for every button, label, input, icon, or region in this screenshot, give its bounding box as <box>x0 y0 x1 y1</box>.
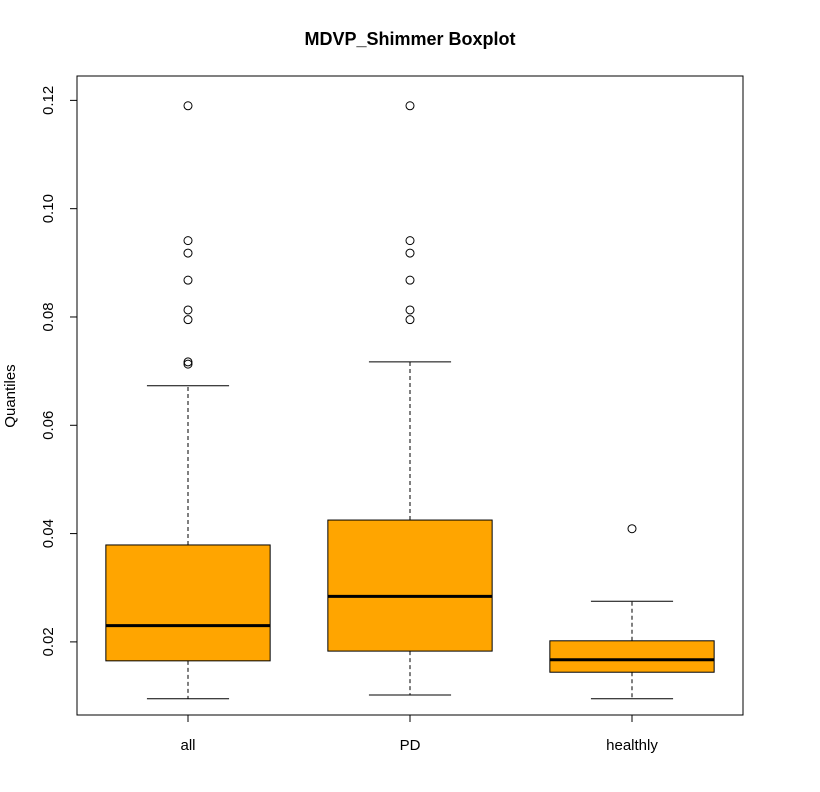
y-axis-label: Quantiles <box>2 364 19 427</box>
iqr-box <box>549 640 715 673</box>
outlier-point <box>627 524 637 534</box>
x-tick-label: all <box>180 737 195 754</box>
x-tick-label: healthly <box>606 737 658 754</box>
y-tick-label: 0.04 <box>40 519 57 548</box>
outlier-point <box>183 305 193 315</box>
outlier-point <box>183 236 193 246</box>
outlier-point <box>405 101 415 111</box>
boxes-group <box>105 101 715 700</box>
y-tick-label: 0.10 <box>40 194 57 223</box>
outlier-point <box>183 248 193 258</box>
outlier-point <box>405 275 415 285</box>
x-tick-label: PD <box>400 737 421 754</box>
outlier-point <box>405 315 415 325</box>
y-tick-label: 0.08 <box>40 302 57 331</box>
outlier-point <box>183 101 193 111</box>
box-healthly <box>549 524 715 700</box>
outlier-point <box>405 305 415 315</box>
iqr-box <box>105 544 271 662</box>
y-axis: 0.02 0.04 0.06 0.08 0.10 0.12 <box>40 86 78 656</box>
outlier-point <box>405 248 415 258</box>
y-tick-label: 0.06 <box>40 411 57 440</box>
chart-title: MDVP_Shimmer Boxplot <box>304 29 515 49</box>
box-all <box>105 101 271 700</box>
box-PD <box>327 101 493 696</box>
outlier-point <box>183 357 193 367</box>
iqr-box <box>327 519 493 652</box>
x-axis: all PD healthly <box>180 714 658 754</box>
y-tick-label: 0.12 <box>40 86 57 115</box>
outlier-point <box>405 236 415 246</box>
outlier-point <box>183 275 193 285</box>
outlier-point <box>183 359 193 369</box>
y-tick-label: 0.02 <box>40 627 57 656</box>
outlier-point <box>183 315 193 325</box>
